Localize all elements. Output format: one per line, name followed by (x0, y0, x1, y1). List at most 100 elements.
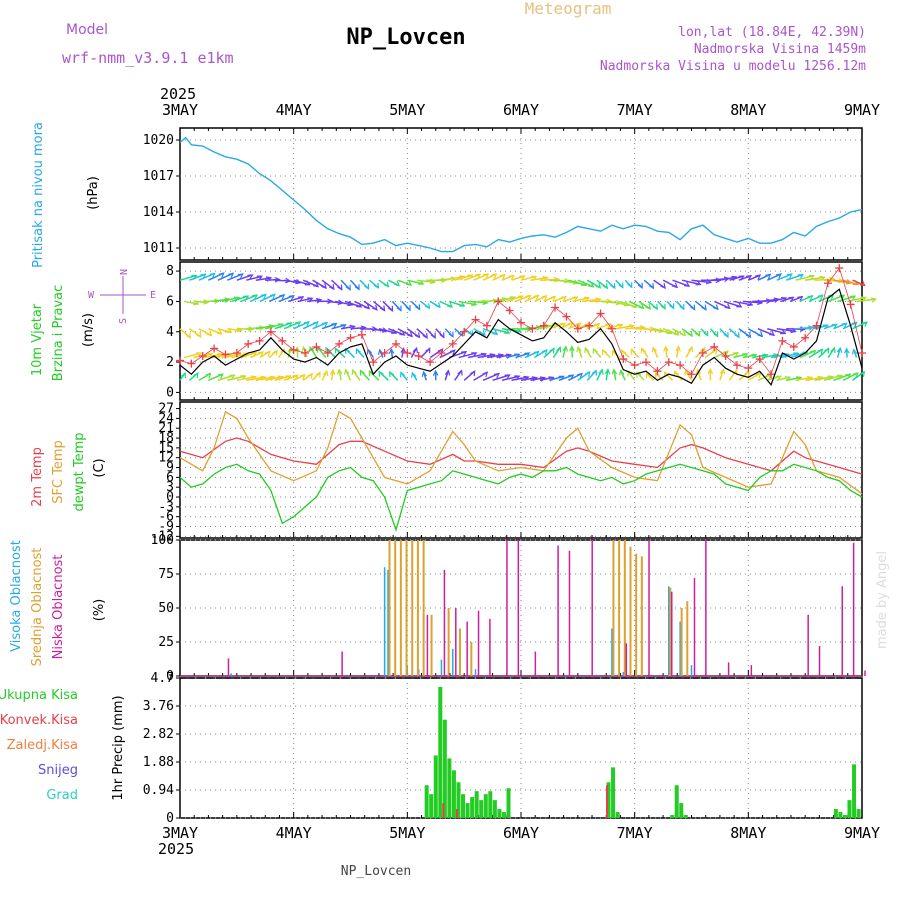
wind-arrow (805, 325, 821, 330)
wind-arrow (231, 295, 249, 303)
wind-arrowhead (630, 348, 636, 355)
wind-arrow (733, 300, 753, 306)
precip-ytick-label: 0 (166, 811, 174, 826)
total-rain-bar (497, 809, 502, 818)
total-rain-bar (506, 788, 511, 818)
wind-arrowhead (638, 303, 645, 310)
wind-arrow (795, 376, 813, 382)
wind-ytick-label: 0 (166, 385, 174, 400)
wind-arrowhead (610, 283, 616, 290)
elevation-label: Nadmorska Visina 1459m (694, 42, 866, 57)
wind-arrow (520, 376, 537, 382)
dew-temp-line (179, 463, 863, 532)
wind-arrow (221, 296, 240, 303)
wind-arrow (448, 300, 465, 307)
total-rain-bar (461, 794, 466, 818)
wind-arrowhead (673, 370, 679, 377)
wind-arrowhead (648, 283, 655, 290)
wind-arrow (568, 279, 587, 286)
wind-arrow (562, 296, 578, 303)
wind-arrowhead (757, 331, 764, 338)
wind-arrowhead (354, 284, 360, 291)
wind-arrowhead (444, 369, 451, 376)
wind-arrowhead (400, 347, 406, 354)
wind-arrow (445, 275, 465, 281)
wind-arrow (619, 300, 637, 308)
wind-arrowhead (206, 330, 213, 337)
wind-arrowhead (617, 323, 624, 329)
wind-arrowhead (736, 302, 743, 308)
wind-arrow (496, 296, 516, 303)
wind-arrowhead (598, 368, 604, 375)
wind-arrow (837, 295, 856, 303)
wind-arrowhead (723, 331, 729, 339)
wind-arrowhead (425, 347, 431, 354)
wind-arrow (723, 300, 742, 308)
wind-arrowhead (334, 347, 340, 354)
year-top: 2025 (160, 85, 196, 103)
wind-arrowhead (493, 372, 500, 379)
wind-arrow (240, 294, 258, 303)
wind-arrowhead (701, 304, 707, 311)
wind-arrowhead (389, 370, 395, 378)
wind-arrowhead (687, 330, 694, 338)
compass-west: W (88, 290, 95, 301)
wind-arrowhead (439, 332, 445, 339)
high-cloud-label: Visoka Oblacnost (9, 540, 24, 652)
wind-arrow (786, 327, 805, 331)
temp-ytick-label: 24 (158, 411, 174, 426)
wind-arrowhead (588, 282, 595, 288)
wind-arrow (249, 293, 267, 303)
wind-arrowhead (228, 272, 235, 279)
total-rain-bar (501, 812, 506, 818)
wind-arrow (606, 323, 623, 330)
wind-arrowhead (470, 370, 476, 377)
total-rain-bar (483, 794, 488, 818)
wind-arrow (458, 300, 477, 306)
total-rain-bar (838, 812, 843, 818)
wind-arrow (307, 299, 322, 303)
wind-arrow (340, 325, 355, 330)
wind-arrow (675, 346, 680, 358)
top-date-label: 9MAY (844, 101, 880, 119)
wind-arrowhead (654, 371, 661, 379)
pressure-ytick-label: 1020 (143, 133, 174, 148)
wind-arrowhead (744, 370, 750, 377)
wind-arrowhead (272, 349, 278, 356)
wind-arrow (572, 297, 590, 303)
temp2m-line (179, 437, 863, 475)
top-date-label: 4MAY (276, 101, 312, 119)
compass-indicator: N W E S (88, 269, 156, 324)
wind-arrowhead (754, 274, 762, 280)
wind-arrowhead (700, 346, 706, 354)
total-rain-bar (842, 815, 847, 818)
wind-arrow (780, 352, 799, 359)
temp-ytick-label: 3 (166, 480, 174, 495)
wind-arrowhead (602, 283, 609, 290)
wind-arrowhead (859, 370, 866, 377)
total-rain-bar (670, 815, 675, 818)
frz-rain-label: Zaledj.Kisa (7, 738, 78, 753)
wind-arrow (615, 324, 634, 330)
wind-arrow (805, 276, 825, 281)
wind-arrowhead (499, 273, 506, 280)
wind-arrowhead (360, 369, 365, 376)
wind-arrowhead (322, 369, 329, 377)
wind-arrow (505, 295, 523, 303)
precip-ytick-label: 0.94 (143, 783, 174, 798)
wind-arrowhead (605, 323, 612, 329)
wind-arrow (757, 328, 775, 336)
cloud-ytick-label: 75 (158, 567, 174, 582)
wind-arrow (581, 298, 601, 303)
wind-arrowhead (483, 273, 490, 279)
wind-arrowhead (336, 368, 343, 375)
wind-arrow (378, 327, 397, 334)
wind-arrow (530, 377, 545, 382)
wind-arrow (236, 274, 253, 281)
total-rain-bar (424, 785, 429, 818)
wind-arrowhead (196, 331, 202, 338)
total-rain-bar (451, 770, 456, 818)
wind-arrowhead (830, 346, 836, 353)
pressure-ytick-label: 1011 (143, 241, 174, 256)
precip-panel: 0 0.94 1.88 2.82 3.76 4.7 (143, 671, 863, 826)
